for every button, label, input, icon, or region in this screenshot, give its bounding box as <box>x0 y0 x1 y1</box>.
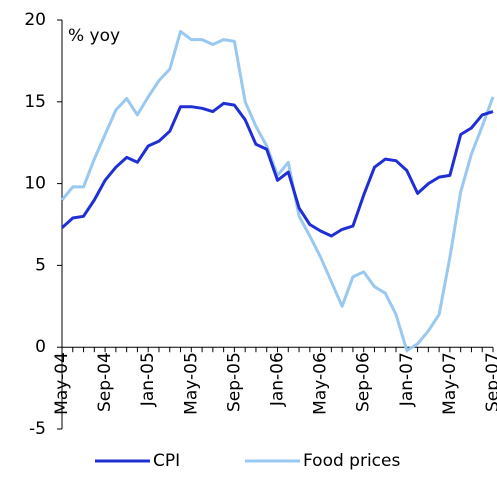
x-tick-label: Sep-07 <box>483 352 497 412</box>
legend-label: Food prices <box>303 451 400 471</box>
y-axis-label: % yoy <box>68 26 120 46</box>
x-tick-label: Sep-04 <box>95 352 115 412</box>
y-tick-label: -5 <box>29 419 46 439</box>
y-tick-label: 20 <box>24 10 46 30</box>
x-tick-label: Jan-07 <box>397 352 417 407</box>
x-tick-label: May-07 <box>440 352 460 415</box>
x-tick-label: Jan-06 <box>268 352 288 407</box>
x-tick-label: May-04 <box>52 352 72 415</box>
y-tick-label: 15 <box>24 92 46 112</box>
x-tick-label: May-05 <box>181 352 201 415</box>
line-series <box>60 30 495 352</box>
legend-label: CPI <box>153 451 180 471</box>
x-tick-label: May-06 <box>311 352 331 415</box>
x-tick-label: Sep-06 <box>354 352 374 412</box>
y-tick-label: 10 <box>24 174 46 194</box>
x-tick-label: Jan-05 <box>138 352 158 407</box>
y-tick-label: 5 <box>35 255 46 275</box>
line-series <box>60 101 494 238</box>
y-tick-label: 0 <box>35 337 46 357</box>
x-tick-label: Sep-05 <box>224 352 244 412</box>
